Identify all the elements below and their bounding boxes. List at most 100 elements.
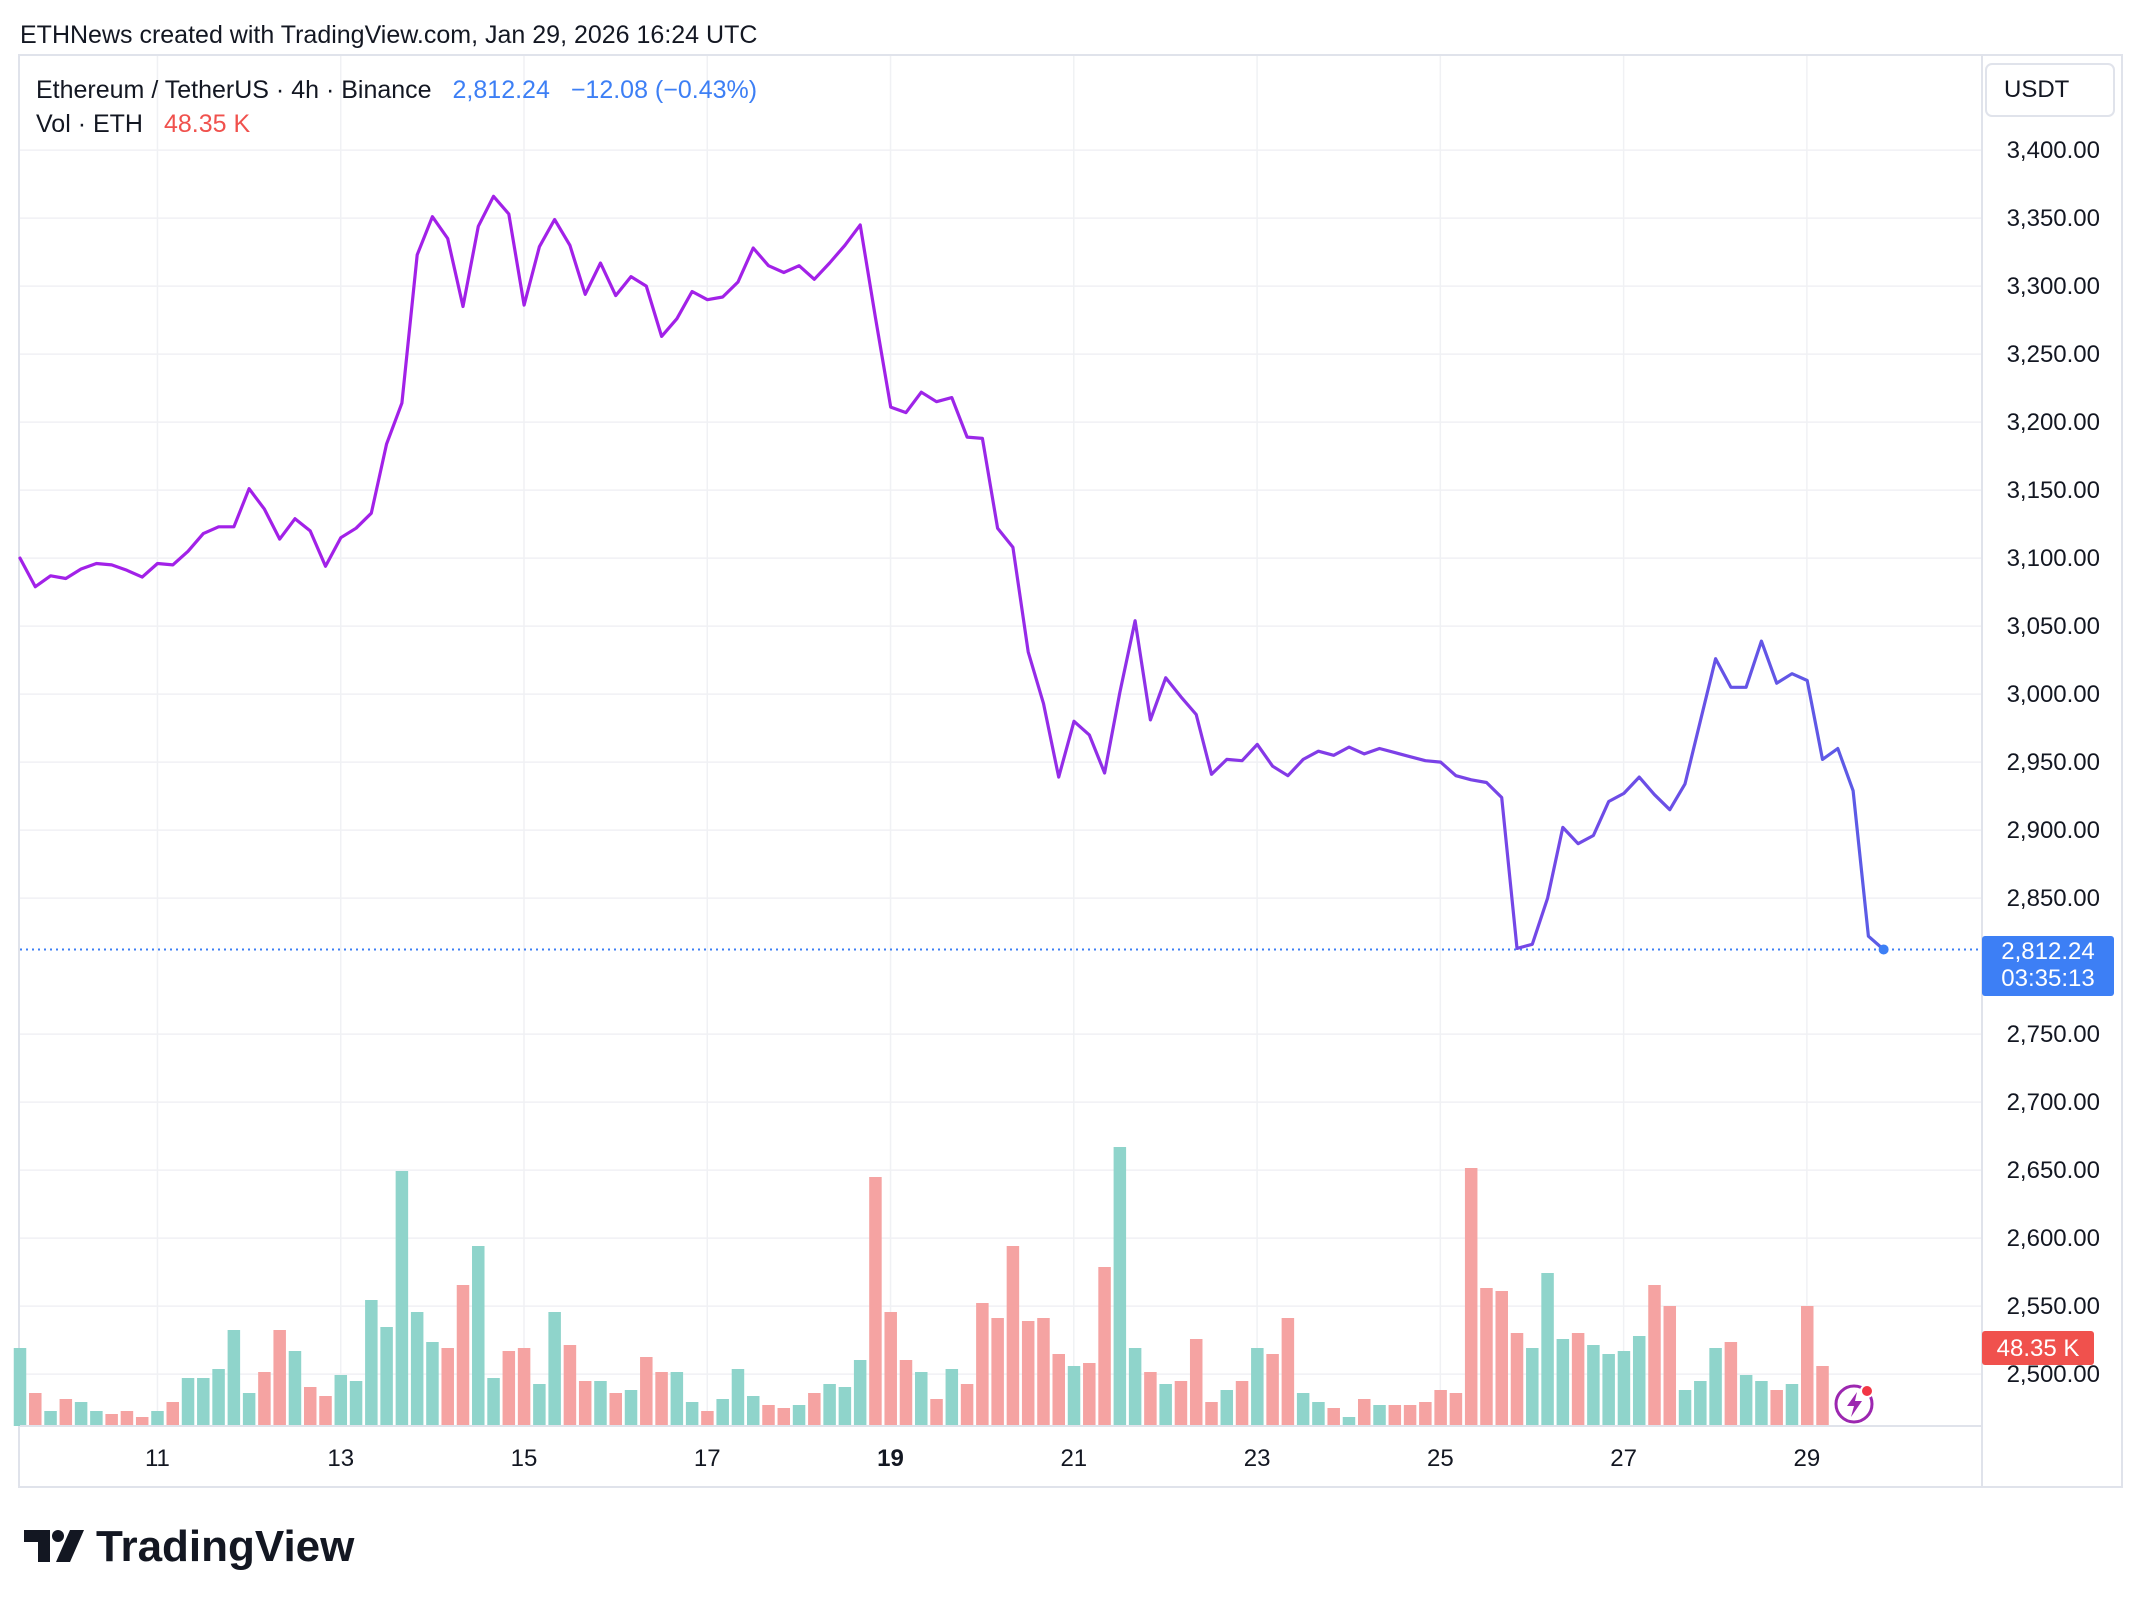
last-price-badge-bg bbox=[1982, 936, 2114, 996]
volume-bar bbox=[212, 1369, 225, 1426]
legend-symbol[interactable]: Ethereum / TetherUS · 4h · Binance bbox=[36, 76, 432, 104]
volume-bar bbox=[1755, 1381, 1768, 1426]
volume-bar bbox=[1174, 1381, 1188, 1426]
legend: Ethereum / TetherUS · 4h · Binance 2,812… bbox=[36, 76, 757, 138]
volume-bar bbox=[1144, 1372, 1157, 1426]
volume-bar bbox=[1021, 1321, 1035, 1426]
last-price-badge: 2,812.24 03:35:13 bbox=[1982, 936, 2114, 996]
volume-bar bbox=[1449, 1393, 1463, 1426]
volume-bar bbox=[624, 1390, 638, 1426]
volume-bar bbox=[74, 1402, 88, 1426]
logo-glyph-dot bbox=[52, 1530, 64, 1542]
volume-badge: 48.35 K bbox=[1982, 1331, 2094, 1365]
volume-bar bbox=[1694, 1381, 1707, 1426]
price-tick-label: 3,250.00 bbox=[2007, 341, 2100, 368]
volume-bar bbox=[1113, 1147, 1127, 1426]
volume-bar bbox=[1189, 1339, 1203, 1426]
volume-badge-value: 48.35 K bbox=[1997, 1335, 2080, 1362]
volume-bar bbox=[29, 1393, 42, 1426]
volume-histogram bbox=[13, 1147, 1829, 1426]
lightning-button[interactable] bbox=[1834, 1384, 1874, 1424]
volume-bar bbox=[655, 1372, 668, 1426]
volume-bar bbox=[1434, 1390, 1447, 1426]
volume-bar bbox=[991, 1318, 1004, 1426]
volume-bar bbox=[242, 1393, 256, 1426]
volume-bar bbox=[1526, 1348, 1539, 1426]
volume-bar bbox=[777, 1408, 791, 1426]
volume-bar bbox=[197, 1378, 210, 1426]
last-price-point bbox=[1878, 944, 1889, 955]
volume-bar bbox=[59, 1399, 73, 1426]
bar-countdown: 03:35:13 bbox=[2001, 965, 2094, 992]
currency-button[interactable]: USDT bbox=[1985, 63, 2115, 117]
volume-bar bbox=[1510, 1333, 1524, 1426]
price-tick-label: 3,100.00 bbox=[2007, 545, 2100, 572]
legend-volume-label[interactable]: Vol · ETH bbox=[36, 110, 143, 138]
volume-bar bbox=[487, 1378, 500, 1426]
volume-bar bbox=[395, 1171, 409, 1426]
volume-bar bbox=[1373, 1405, 1386, 1426]
legend-symbol-row[interactable]: Ethereum / TetherUS · 4h · Binance 2,812… bbox=[36, 76, 757, 104]
volume-bar bbox=[1739, 1375, 1753, 1426]
price-tick-label: 3,350.00 bbox=[2007, 205, 2100, 232]
volume-bar bbox=[105, 1414, 118, 1426]
volume-bar bbox=[823, 1384, 836, 1426]
credit-text: ETHNews created with TradingView.com, Ja… bbox=[20, 21, 757, 49]
currency-button-label[interactable]: USDT bbox=[2004, 76, 2070, 103]
volume-bar bbox=[258, 1372, 271, 1426]
price-tick-label: 2,700.00 bbox=[2007, 1089, 2100, 1116]
price-tick-label: 3,150.00 bbox=[2007, 477, 2100, 504]
volume-bar bbox=[472, 1246, 485, 1426]
currency-button-bg[interactable] bbox=[1985, 63, 2115, 117]
volume-bar bbox=[1312, 1402, 1325, 1426]
price-tick-label: 2,550.00 bbox=[2007, 1293, 2100, 1320]
volume-bar bbox=[1037, 1318, 1050, 1426]
volume-bar bbox=[1296, 1393, 1310, 1426]
volume-bar bbox=[1770, 1390, 1783, 1426]
volume-bar bbox=[578, 1381, 592, 1426]
volume-bar bbox=[1358, 1399, 1371, 1426]
legend-volume-row[interactable]: Vol · ETH 48.35 K bbox=[36, 110, 250, 138]
volume-bar bbox=[1419, 1402, 1432, 1426]
volume-bar bbox=[960, 1384, 974, 1426]
price-tick-label: 3,300.00 bbox=[2007, 273, 2100, 300]
volume-bar bbox=[319, 1396, 332, 1426]
price-tick-label: 3,000.00 bbox=[2007, 681, 2100, 708]
date-tick-label: 29 bbox=[1794, 1445, 1821, 1472]
volume-bar bbox=[1052, 1354, 1065, 1426]
volume-bar bbox=[44, 1411, 57, 1426]
volume-bar bbox=[1251, 1348, 1264, 1426]
volume-bar bbox=[1235, 1381, 1249, 1426]
volume-bar bbox=[181, 1378, 195, 1426]
volume-bar bbox=[609, 1393, 622, 1426]
volume-bar bbox=[1632, 1336, 1646, 1426]
volume-bar bbox=[1571, 1333, 1585, 1426]
volume-bar bbox=[456, 1285, 470, 1426]
volume-bar bbox=[120, 1411, 134, 1426]
volume-bar bbox=[1724, 1342, 1738, 1426]
volume-bar bbox=[1709, 1348, 1722, 1426]
volume-bar bbox=[808, 1393, 821, 1426]
volume-bar bbox=[853, 1360, 867, 1426]
volume-bar bbox=[441, 1348, 454, 1426]
volume-bar bbox=[1464, 1168, 1478, 1426]
volume-bar bbox=[670, 1372, 684, 1426]
price-line bbox=[18, 194, 1886, 952]
volume-bar bbox=[838, 1387, 852, 1426]
volume-bar bbox=[380, 1327, 393, 1426]
volume-bar bbox=[410, 1312, 424, 1426]
volume-bar bbox=[1541, 1273, 1554, 1426]
volume-bar bbox=[90, 1411, 103, 1426]
price-tick-label: 3,200.00 bbox=[2007, 409, 2100, 436]
volume-bar bbox=[1617, 1351, 1631, 1426]
logo-glyph-v bbox=[56, 1530, 84, 1562]
price-tick-label: 2,900.00 bbox=[2007, 817, 2100, 844]
volume-bar bbox=[701, 1411, 714, 1426]
volume-bar bbox=[135, 1417, 149, 1426]
lightning-bolt-glyph bbox=[1847, 1392, 1862, 1417]
volume-bar bbox=[869, 1177, 882, 1426]
price-tick-label: 3,050.00 bbox=[2007, 613, 2100, 640]
tradingview-logo[interactable]: TradingView bbox=[24, 1522, 355, 1571]
volume-bar bbox=[1556, 1339, 1570, 1426]
volume-bar bbox=[548, 1312, 561, 1426]
